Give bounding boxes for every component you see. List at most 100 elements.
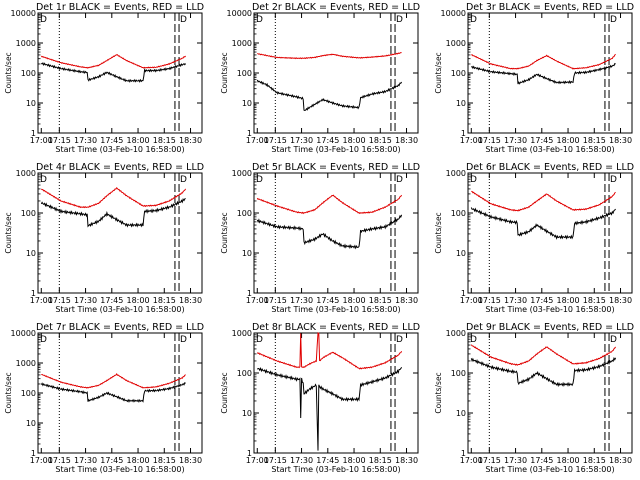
x-tick-label: 17:45	[316, 136, 339, 145]
y-tick-label: 10	[456, 409, 466, 418]
y-tick-label: 10000	[11, 9, 36, 18]
y-tick-label: 1	[247, 449, 252, 458]
plot-frame	[467, 332, 633, 454]
y-tick-label: 1000	[16, 39, 36, 48]
plot-frame	[253, 12, 419, 134]
y-tick-label: 10	[242, 249, 252, 258]
x-tick-label: 17:30	[290, 296, 313, 305]
y-tick-label: 100	[21, 69, 36, 78]
y-tick-label: 1000	[446, 169, 466, 178]
events-series-line	[256, 214, 403, 250]
panel-title: Det 2r BLACK = Events, RED = LLD	[252, 2, 420, 13]
x-tick-label: 18:15	[583, 296, 606, 305]
x-tick-label: 17:15	[48, 456, 71, 465]
x-tick-label: 17:15	[48, 296, 71, 305]
x-tick-label: 17:15	[264, 136, 287, 145]
x-tick-label: 17:45	[100, 456, 123, 465]
x-tick-label: 17:30	[504, 136, 527, 145]
events-series-line	[470, 207, 616, 240]
events-series-line	[256, 366, 403, 451]
attenuator-flag: D	[396, 15, 403, 25]
x-tick-label: 17:00	[460, 136, 483, 145]
y-tick-label: 100	[451, 69, 466, 78]
panel-title: Det 6r BLACK = Events, RED = LLD	[466, 162, 634, 173]
x-tick-label: 17:30	[74, 296, 97, 305]
lld-series-line	[40, 186, 187, 209]
x-tick-label: 17:15	[478, 296, 501, 305]
x-tick-label: 17:45	[530, 456, 553, 465]
panel-title: Det 4r BLACK = Events, RED = LLD	[36, 162, 204, 173]
plot-frame	[37, 332, 203, 454]
x-tick-label: 18:00	[557, 296, 580, 305]
y-tick-label: 1000	[16, 359, 36, 368]
y-tick-label: 1000	[446, 39, 466, 48]
attenuator-flag-left: D	[256, 335, 263, 345]
y-tick-label: 10	[456, 249, 466, 258]
x-tick-label: 18:00	[127, 136, 150, 145]
x-tick-label: 17:15	[264, 456, 287, 465]
y-tick-label: 10	[242, 99, 252, 108]
y-tick-label: 100	[451, 209, 466, 218]
events-series-line	[470, 356, 617, 388]
panel-title: Det 9r BLACK = Events, RED = LLD	[466, 322, 634, 333]
panel-title: Det 7r BLACK = Events, RED = LLD	[36, 322, 204, 333]
y-tick-label: 1000	[232, 169, 252, 178]
x-tick-label: 18:15	[583, 136, 606, 145]
lld-series-line	[471, 190, 616, 212]
attenuator-flag: D	[180, 175, 187, 185]
panel-title: Det 5r BLACK = Events, RED = LLD	[252, 162, 420, 173]
y-tick-label: 1000	[16, 169, 36, 178]
x-tick-label: 18:00	[343, 136, 366, 145]
attenuator-flag-left: D	[40, 175, 47, 185]
x-tick-label: 17:00	[30, 296, 53, 305]
x-tick-label: 17:45	[530, 296, 553, 305]
y-tick-label: 1	[247, 289, 252, 298]
y-axis-label: Counts/sec	[434, 372, 443, 413]
events-series-line	[470, 62, 616, 85]
x-tick-label: 18:00	[127, 456, 150, 465]
attenuator-flag-left: D	[40, 335, 47, 345]
x-tick-label: 17:15	[478, 136, 501, 145]
attenuator-flag: D	[610, 335, 617, 345]
lld-series-line	[40, 54, 186, 69]
x-tick-label: 17:45	[100, 296, 123, 305]
attenuator-flag-left: D	[470, 15, 477, 25]
y-tick-label: 10000	[441, 9, 466, 18]
y-axis-label: Counts/sec	[4, 372, 13, 413]
x-tick-label: 18:30	[609, 136, 632, 145]
y-tick-label: 10	[26, 99, 36, 108]
x-tick-label: 17:00	[246, 296, 269, 305]
y-axis-label: Counts/sec	[4, 212, 13, 253]
x-axis-label: Start Time (03-Feb-10 16:58:00)	[271, 305, 400, 314]
plot-frame	[37, 172, 203, 294]
lld-series-line	[41, 372, 186, 389]
x-tick-label: 18:15	[369, 296, 392, 305]
y-tick-label: 100	[451, 369, 466, 378]
y-tick-label: 1	[461, 289, 466, 298]
x-tick-label: 17:45	[530, 136, 553, 145]
y-tick-label: 100	[21, 389, 36, 398]
y-tick-label: 1	[31, 129, 36, 138]
y-axis-label: Counts/sec	[434, 52, 443, 93]
x-tick-label: 18:30	[179, 136, 202, 145]
plot-frame	[253, 172, 419, 294]
y-axis-label: Counts/sec	[220, 372, 229, 413]
y-tick-label: 100	[237, 209, 252, 218]
x-axis-label: Start Time (03-Feb-10 16:58:00)	[55, 465, 184, 474]
lld-series-line	[470, 344, 617, 366]
x-tick-label: 17:15	[478, 456, 501, 465]
x-tick-label: 18:15	[369, 456, 392, 465]
y-axis-label: Counts/sec	[434, 212, 443, 253]
x-tick-label: 18:00	[127, 296, 150, 305]
panel-title: Det 1r BLACK = Events, RED = LLD	[36, 2, 204, 13]
y-tick-label: 1	[31, 449, 36, 458]
x-tick-label: 17:30	[290, 136, 313, 145]
y-tick-label: 1	[247, 129, 252, 138]
attenuator-flag-left: D	[256, 175, 263, 185]
x-tick-label: 18:15	[153, 296, 176, 305]
x-tick-label: 17:00	[246, 456, 269, 465]
x-tick-label: 18:00	[557, 456, 580, 465]
x-tick-label: 18:00	[557, 136, 580, 145]
x-tick-label: 17:00	[460, 456, 483, 465]
y-tick-label: 1000	[232, 39, 252, 48]
